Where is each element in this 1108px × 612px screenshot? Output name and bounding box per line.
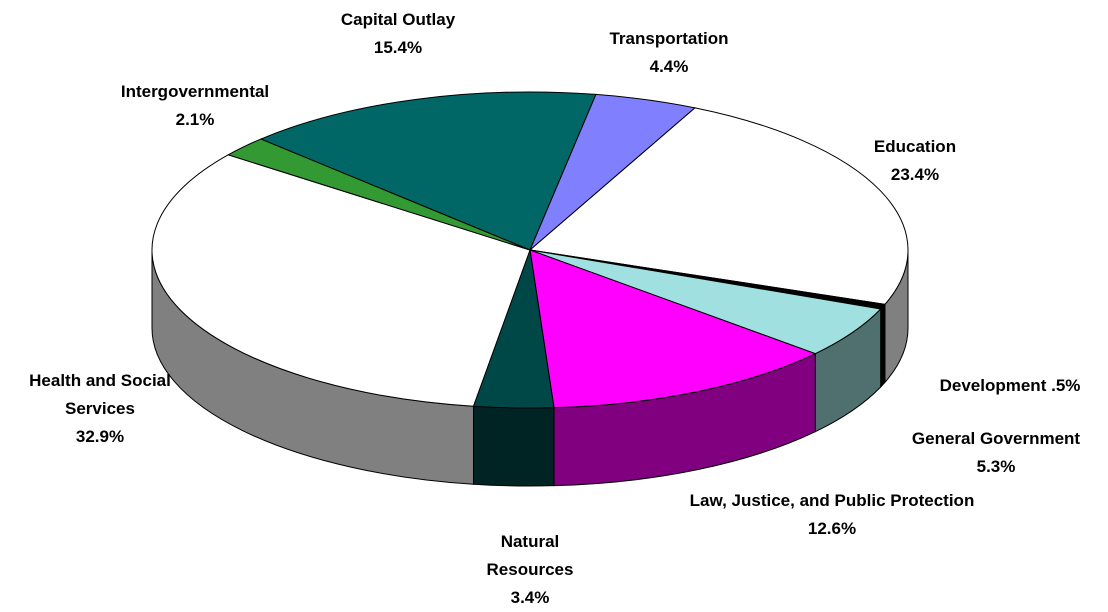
value-label: .5% [1051,376,1081,395]
pie-side [472,405,555,487]
category-label: Health and Social Services [29,371,171,418]
slice-label: Intergovernmental 2.1% [95,78,295,134]
slice-label: General Government 5.3% [876,425,1108,481]
category-label: Intergovernmental [120,82,270,101]
slice-label: Transportation 4.4% [579,25,759,81]
category-label: Capital Outlay [340,10,456,29]
slice-label: Education 23.4% [835,133,995,189]
slice-label: Development .5% [910,372,1108,400]
slice-label: Health and Social Services 32.9% [20,367,180,451]
slice-label: Natural Resources 3.4% [475,528,585,612]
category-label: Education [873,137,957,156]
value-label: 3.4% [510,588,550,607]
slice-label: Law, Justice, and Public Protection 12.6% [687,487,977,543]
pie-slice [259,91,597,251]
value-label: 15.4% [373,38,423,57]
slice-label: Capital Outlay 15.4% [308,6,488,62]
pie-side [880,303,886,389]
value-label: 12.6% [807,519,857,538]
category-label: General Government [911,429,1081,448]
value-label: 2.1% [175,110,215,129]
pie-slice [529,249,817,409]
pie-slice [227,138,531,251]
category-label: Development [939,376,1047,395]
value-label: 5.3% [976,457,1016,476]
pie-slice [151,154,531,407]
value-label: 4.4% [649,57,689,76]
pie-slice [528,107,909,305]
value-label: 23.4% [890,165,940,184]
value-label: 32.9% [75,427,125,446]
category-label: Transportation [609,29,729,48]
category-label: Natural Resources [486,532,574,579]
category-label: Law, Justice, and Public Protection [689,491,975,510]
